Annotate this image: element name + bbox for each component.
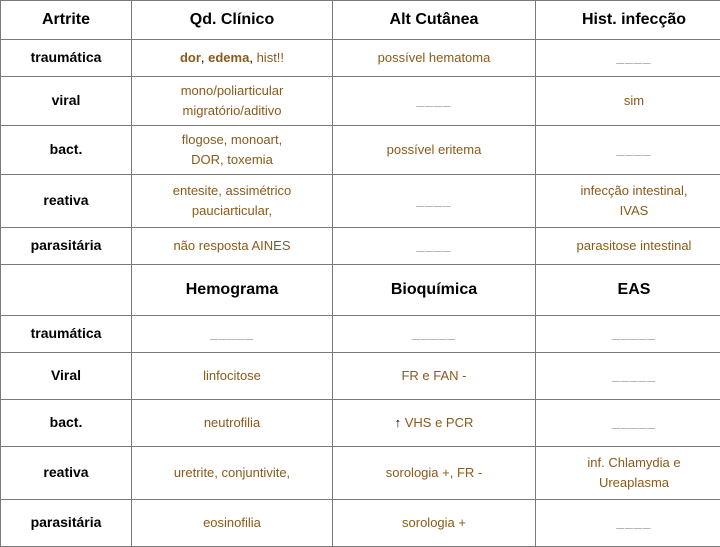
cell-hist-infeccao: parasitose intestinal [536,228,720,265]
cell-eas: _____ [536,400,720,447]
table-row: viral mono/poliarticular migratório/adit… [1,77,720,126]
text: pauciarticular, [192,203,272,218]
col-header-hemograma: Hemograma [132,265,333,316]
row-label: reativa [1,447,132,500]
text: migratório/aditivo [183,103,282,118]
cell-hemograma: linfocitose [132,353,333,400]
cell-bioquimica: ↑ VHS e PCR [333,400,536,447]
table-row: bact. neutrofilia ↑ VHS e PCR _____ [1,400,720,447]
text: sorologia + [402,515,466,530]
cell-hist-infeccao: sim [536,77,720,126]
table-row: traumática _____ _____ _____ [1,316,720,353]
table-header-row-2: Hemograma Bioquímica EAS [1,265,720,316]
col-header-artrite: Artrite [1,1,132,40]
table-row: parasitária eosinofilia sorologia + ____ [1,500,720,547]
col-header-qd-clinico: Qd. Clínico [132,1,333,40]
table-row: traumática dor, edema, hist!! possível h… [1,40,720,77]
text: entesite, assimétrico [173,183,292,198]
text: mono/poliarticular [181,83,284,98]
text: Ureaplasma [599,475,669,490]
text: sorologia +, FR - [386,465,482,480]
blank-line: _____ [612,367,656,383]
blank-line: ____ [416,237,451,253]
cell-eas: _____ [536,353,720,400]
table-row: reativa entesite, assimétrico pauciartic… [1,175,720,228]
cell-alt-cutanea: possível eritema [333,126,536,175]
cell-alt-cutanea: ____ [333,228,536,265]
text: não resposta AINES [173,238,290,253]
text: parasitose intestinal [577,238,692,253]
text: neutrofilia [204,415,260,430]
blank-line: _____ [612,325,656,341]
arthritis-table: Artrite Qd. Clínico Alt Cutânea Hist. in… [0,0,720,547]
cell-hemograma: _____ [132,316,333,353]
blank-line: ____ [416,92,451,108]
cell-alt-cutanea: ____ [333,77,536,126]
table-row: reativa uretrite, conjuntivite, sorologi… [1,447,720,500]
cell-hemograma: neutrofilia [132,400,333,447]
cell-alt-cutanea: ____ [333,175,536,228]
cell-eas: _____ [536,316,720,353]
text-hist: hist!! [257,50,284,65]
cell-qd-clinico: não resposta AINES [132,228,333,265]
text: possível eritema [387,142,482,157]
row-label: bact. [1,126,132,175]
blank-line: ____ [416,192,451,208]
cell-alt-cutanea: possível hematoma [333,40,536,77]
row-label: reativa [1,175,132,228]
cell-hist-infeccao: ____ [536,40,720,77]
table-row: Viral linfocitose FR e FAN - _____ [1,353,720,400]
table-header-row-1: Artrite Qd. Clínico Alt Cutânea Hist. in… [1,1,720,40]
table-row: parasitária não resposta AINES ____ para… [1,228,720,265]
cell-eas: inf. Chlamydia e Ureaplasma [536,447,720,500]
row-label: parasitária [1,500,132,547]
cell-hemograma: eosinofilia [132,500,333,547]
cell-hemograma: uretrite, conjuntivite, [132,447,333,500]
row-label: viral [1,77,132,126]
cell-bioquimica: FR e FAN - [333,353,536,400]
text: linfocitose [203,368,261,383]
cell-qd-clinico: dor, edema, hist!! [132,40,333,77]
col-header-alt-cutanea: Alt Cutânea [333,1,536,40]
text: sim [624,93,644,108]
blank-line: ____ [616,514,651,530]
cell-bioquimica: sorologia +, FR - [333,447,536,500]
cell-bioquimica: sorologia + [333,500,536,547]
cell-qd-clinico: mono/poliarticular migratório/aditivo [132,77,333,126]
row-label: traumática [1,316,132,353]
text: VHS e PCR [401,415,473,430]
cell-qd-clinico: entesite, assimétrico pauciarticular, [132,175,333,228]
row-label: parasitária [1,228,132,265]
table-row: bact. flogose, monoart, DOR, toxemia pos… [1,126,720,175]
text: uretrite, conjuntivite, [174,465,290,480]
text-sep: , [249,50,256,65]
cell-hist-infeccao: infecção intestinal, IVAS [536,175,720,228]
col-header-empty [1,265,132,316]
text: IVAS [620,203,649,218]
blank-line: ____ [616,49,651,65]
text: flogose, monoart, [182,132,282,147]
text: FR e FAN - [401,368,466,383]
col-header-bioquimica: Bioquímica [333,265,536,316]
text-edema: edema [208,50,249,65]
cell-qd-clinico: flogose, monoart, DOR, toxemia [132,126,333,175]
text: eosinofilia [203,515,261,530]
text: DOR, toxemia [191,152,273,167]
text: inf. Chlamydia e [587,455,680,470]
row-label: bact. [1,400,132,447]
blank-line: ____ [616,141,651,157]
text-dor: dor [180,50,201,65]
cell-bioquimica: _____ [333,316,536,353]
blank-line: _____ [612,414,656,430]
text: possível hematoma [378,50,491,65]
text: infecção intestinal, [581,183,688,198]
col-header-eas: EAS [536,265,720,316]
blank-line: _____ [210,325,254,341]
col-header-hist-infeccao: Hist. infecção [536,1,720,40]
row-label: Viral [1,353,132,400]
row-label: traumática [1,40,132,77]
blank-line: _____ [412,325,456,341]
cell-eas: ____ [536,500,720,547]
cell-hist-infeccao: ____ [536,126,720,175]
